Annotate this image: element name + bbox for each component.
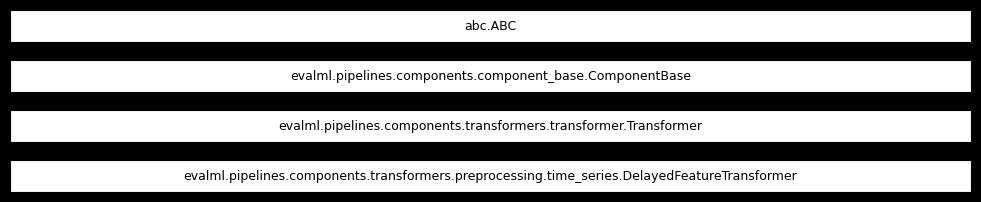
Bar xyxy=(10,11,971,42)
Text: evalml.pipelines.components.component_base.ComponentBase: evalml.pipelines.components.component_ba… xyxy=(290,70,691,83)
Text: evalml.pipelines.components.transformers.preprocessing.time_series.DelayedFeatur: evalml.pipelines.components.transformers… xyxy=(183,169,798,182)
Text: abc.ABC: abc.ABC xyxy=(464,20,517,33)
Text: evalml.pipelines.components.transformers.transformer.Transformer: evalml.pipelines.components.transformers… xyxy=(279,119,702,132)
Bar xyxy=(10,160,971,191)
Bar xyxy=(10,110,971,142)
Bar xyxy=(10,60,971,92)
